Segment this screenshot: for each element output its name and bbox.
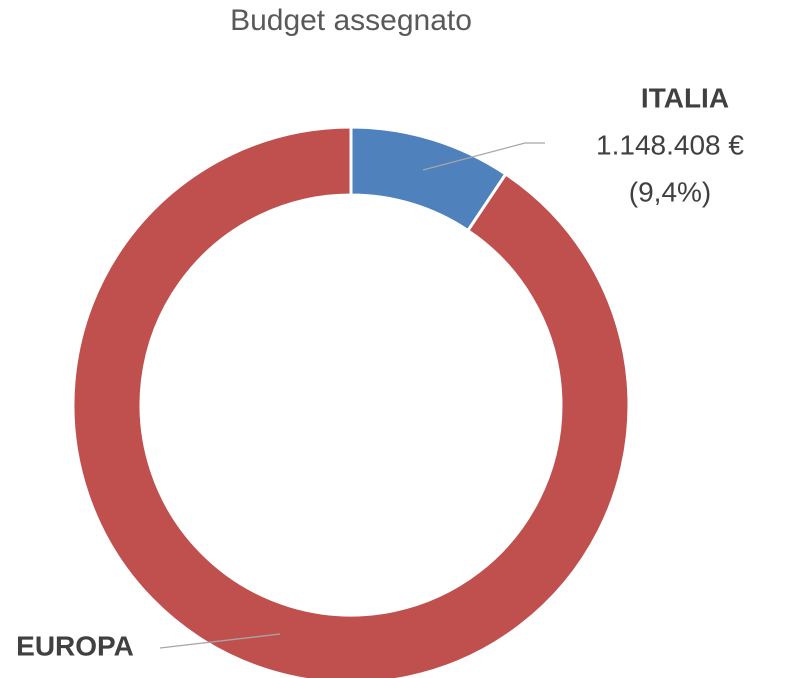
leader-line	[422, 142, 545, 171]
data-label-name: ITALIA	[641, 82, 729, 113]
data-label-percent: (9,4%)	[629, 176, 711, 207]
donut-slice	[71, 125, 631, 678]
chart-title: Budget assegnato	[230, 4, 472, 37]
data-label-name: EUROPA	[16, 630, 134, 661]
data-label-value: 1.148.408 €	[596, 129, 744, 160]
leader-line	[159, 633, 281, 649]
